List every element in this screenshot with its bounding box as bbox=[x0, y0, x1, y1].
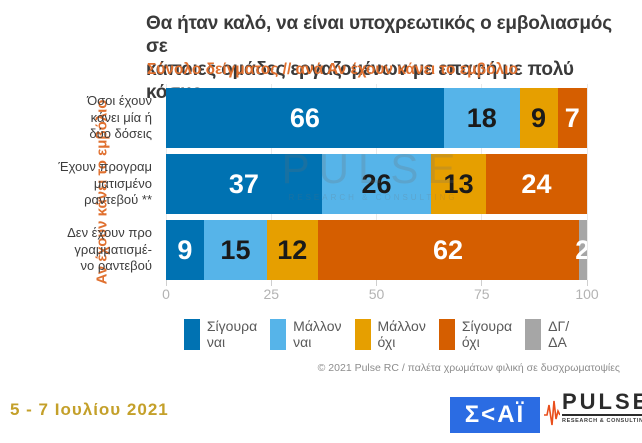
bar-row-2: 9 15 12 62 2 bbox=[166, 220, 587, 280]
x-tick-mark-0 bbox=[165, 280, 167, 286]
legend-item-1: Μάλλον ναι bbox=[270, 317, 342, 350]
x-tick-mark-25 bbox=[270, 280, 272, 286]
bar-segment: 26 bbox=[321, 154, 432, 214]
x-tick-mark-75 bbox=[481, 280, 483, 286]
legend-label-3: Σίγουρα όχι bbox=[461, 317, 513, 350]
bar-segment: 9 bbox=[519, 88, 558, 148]
legend-swatch-4 bbox=[525, 318, 542, 350]
x-tick-label-75: 75 bbox=[473, 286, 490, 302]
legend-swatch-3 bbox=[438, 318, 455, 350]
category-labels: Όσοι έχουν κάνει μία ή δύο δόσεις Έχουν π… bbox=[18, 88, 160, 280]
pulse-logo-text-block: PULSE RESEARCH & CONSULTING bbox=[562, 391, 642, 424]
category-label-0: Όσοι έχουν κάνει μία ή δύο δόσεις bbox=[87, 92, 152, 142]
x-tick-label-25: 25 bbox=[263, 286, 280, 302]
bar-segment: 15 bbox=[203, 220, 268, 280]
skai-logo-text: Σ<ΑΪ bbox=[464, 401, 526, 428]
bar-segment: 7 bbox=[557, 88, 587, 148]
bar-segment: 62 bbox=[317, 220, 579, 280]
legend-label-2: Μάλλον όχι bbox=[377, 317, 426, 350]
legend-label-0: Σίγουρα ναι bbox=[206, 317, 258, 350]
legend-swatch-1 bbox=[270, 318, 287, 350]
bar-segment: 13 bbox=[431, 154, 486, 214]
skai-logo: Σ<ΑΪ bbox=[450, 397, 540, 433]
chart-legend: Σίγουρα ναι Μάλλον ναι Μάλλον όχι Σίγουρα ό… bbox=[166, 314, 587, 354]
gridline-100 bbox=[586, 84, 588, 280]
bar-segment: 37 bbox=[166, 154, 322, 214]
legend-item-0: Σίγουρα ναι bbox=[183, 317, 258, 350]
x-axis: 0 25 50 75 100 bbox=[162, 280, 599, 304]
bar-segment: 9 bbox=[166, 220, 204, 280]
bar-segment: 18 bbox=[443, 88, 520, 148]
pulse-logo: PULSE RESEARCH & CONSULTING bbox=[544, 391, 642, 435]
x-tick-label-50: 50 bbox=[368, 286, 385, 302]
bar-segment: 66 bbox=[166, 88, 444, 148]
legend-item-4: ΔΓ/ ΔΑ bbox=[525, 318, 569, 350]
legend-swatch-0 bbox=[183, 318, 200, 350]
pulse-logo-name: PULSE bbox=[562, 391, 642, 416]
chart-subtitle: Σύνολο δείγματος // ανά Αν έχουν κάνει τ… bbox=[147, 61, 518, 78]
x-tick-label-100: 100 bbox=[575, 286, 599, 302]
legend-item-3: Σίγουρα όχι bbox=[438, 317, 513, 350]
legend-item-2: Μάλλον όχι bbox=[354, 317, 426, 350]
bar-segment: 2 bbox=[575, 220, 587, 280]
bar-row-0: 66 18 9 7 bbox=[166, 88, 587, 148]
pulse-waveform-icon bbox=[544, 399, 561, 432]
legend-label-1: Μάλλον ναι bbox=[293, 317, 342, 350]
survey-date: 5 - 7 Ιουλίου 2021 bbox=[10, 400, 169, 419]
plot-area: 66 18 9 7 37 26 13 24 9 15 12 62 2 bbox=[165, 84, 588, 280]
bar-segment: 12 bbox=[267, 220, 318, 280]
x-tick-label-0: 0 bbox=[162, 286, 170, 302]
legend-swatch-2 bbox=[354, 318, 371, 350]
legend-label-4: ΔΓ/ ΔΑ bbox=[548, 317, 570, 350]
bar-row-1: 37 26 13 24 bbox=[166, 154, 587, 214]
x-tick-mark-50 bbox=[376, 280, 377, 286]
bar-segment: 24 bbox=[485, 154, 587, 214]
category-label-1: Έχουν προγραμ ματισμένο ραντεβού ** bbox=[58, 158, 152, 208]
x-tick-mark-100 bbox=[586, 280, 588, 286]
chart-title-line1: Θα ήταν καλό, να είναι υποχρεωτικός ο εμ… bbox=[146, 13, 612, 57]
copyright-note: © 2021 Pulse RC / παλέτα χρωμάτων φιλική… bbox=[317, 362, 620, 374]
pulse-logo-subtitle: RESEARCH & CONSULTING bbox=[562, 418, 642, 424]
category-label-2: Δεν έχουν προ γραμματισμέ- νο ραντεβού bbox=[67, 224, 152, 274]
